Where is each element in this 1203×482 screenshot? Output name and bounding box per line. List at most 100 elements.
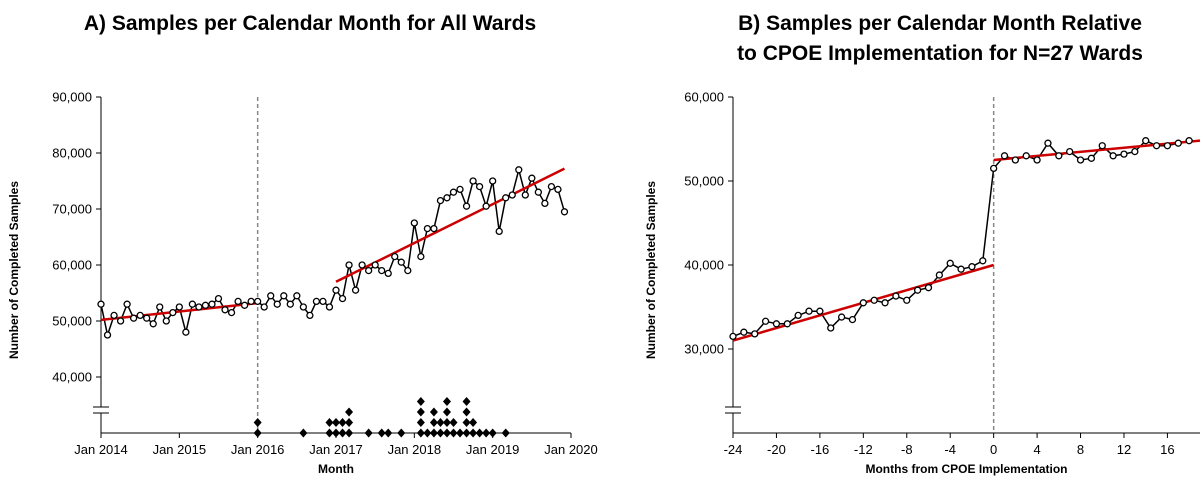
data-point — [260, 303, 268, 311]
data-point — [482, 202, 490, 210]
series-line — [732, 139, 1190, 338]
data-point — [449, 188, 458, 196]
data-point — [729, 332, 737, 341]
y-tick-label: 40,000 — [684, 258, 724, 273]
x-tick-label: Jan 2015 — [153, 442, 207, 457]
data-point — [848, 315, 857, 324]
x-tick-label: -20 — [767, 442, 786, 457]
x-tick-label: 8 — [1077, 442, 1084, 457]
implementation-marker — [253, 428, 262, 438]
data-point — [103, 331, 112, 339]
data-point — [312, 297, 321, 306]
data-point — [903, 296, 911, 304]
data-point — [293, 292, 301, 300]
data-point — [837, 313, 846, 321]
x-axis-label: Months from CPOE Implementation — [865, 462, 1067, 476]
x-tick-label: -12 — [854, 442, 873, 457]
data-point — [397, 258, 405, 266]
data-point — [968, 263, 976, 271]
data-point — [1033, 156, 1041, 164]
data-point — [1142, 137, 1150, 145]
data-point — [475, 182, 484, 191]
implementation-marker — [325, 428, 334, 438]
y-tick-label: 50,000 — [52, 314, 92, 329]
data-point — [560, 208, 569, 216]
data-point — [1011, 156, 1020, 164]
y-tick-label: 50,000 — [684, 174, 724, 189]
data-point — [1087, 154, 1096, 162]
data-point — [430, 224, 438, 233]
data-point — [913, 286, 922, 294]
implementation-marker — [442, 407, 451, 417]
implementation-marker — [488, 428, 497, 438]
chart-title: to CPOE Implementation for N=27 Wards — [737, 42, 1143, 65]
implementation-marker — [436, 428, 445, 438]
data-point — [338, 294, 347, 303]
data-point — [162, 317, 170, 325]
implementation-marker — [345, 418, 354, 427]
implementation-marker — [345, 428, 354, 438]
y-axis-label: Number of Completed Samples — [7, 181, 21, 359]
implementation-marker — [423, 428, 432, 438]
data-point — [502, 194, 510, 202]
data-point — [1066, 147, 1074, 156]
data-point — [827, 324, 835, 332]
x-tick-label: -8 — [901, 442, 913, 457]
implementation-marker — [442, 418, 451, 427]
data-point — [97, 300, 105, 308]
x-tick-label: -24 — [724, 442, 743, 457]
data-point — [364, 266, 373, 275]
data-point — [1120, 150, 1128, 158]
data-point — [554, 185, 562, 194]
y-tick-label: 80,000 — [52, 146, 92, 161]
implementation-marker — [442, 428, 451, 438]
implementation-marker — [384, 428, 393, 438]
data-point — [345, 261, 353, 269]
data-point — [495, 227, 503, 236]
data-point — [221, 306, 229, 314]
x-tick-label: 0 — [990, 442, 997, 457]
implementation-marker — [475, 428, 484, 438]
data-point — [990, 164, 998, 173]
data-point — [508, 191, 516, 199]
implementation-marker — [429, 418, 438, 427]
data-point — [1076, 156, 1085, 164]
data-point — [1131, 147, 1139, 156]
y-tick-label: 40,000 — [52, 370, 92, 385]
y-tick-label: 60,000 — [684, 90, 724, 105]
trend-line — [335, 167, 566, 283]
implementation-marker — [338, 418, 347, 427]
implementation-marker — [299, 428, 308, 438]
implementation-marker — [442, 397, 451, 406]
data-point — [772, 320, 781, 328]
data-point — [1022, 152, 1030, 160]
data-point — [423, 224, 432, 233]
data-point — [143, 314, 151, 322]
data-point — [957, 265, 965, 273]
data-point — [541, 199, 549, 208]
data-point — [1109, 152, 1117, 160]
y-tick-label: 60,000 — [52, 258, 92, 273]
data-point — [816, 307, 824, 315]
data-point — [515, 166, 523, 174]
data-point — [979, 257, 987, 265]
data-point — [404, 266, 412, 275]
data-point — [201, 301, 210, 309]
implementation-marker — [449, 428, 458, 438]
implementation-marker — [462, 397, 471, 406]
data-point — [417, 252, 425, 261]
data-point — [805, 307, 813, 315]
data-point — [1185, 137, 1193, 145]
data-point — [859, 299, 867, 307]
data-point — [240, 301, 249, 309]
data-point — [924, 284, 933, 292]
x-tick-label: Jan 2020 — [544, 442, 598, 457]
x-tick-label: Jan 2014 — [74, 442, 128, 457]
x-tick-label: Jan 2017 — [309, 442, 363, 457]
data-point — [273, 300, 281, 308]
trend-line — [100, 301, 258, 322]
chart-title: A) Samples per Calendar Month for All Wa… — [84, 12, 536, 35]
data-point — [234, 297, 242, 306]
x-axis-label: Month — [318, 462, 354, 476]
implementation-marker — [416, 418, 425, 427]
